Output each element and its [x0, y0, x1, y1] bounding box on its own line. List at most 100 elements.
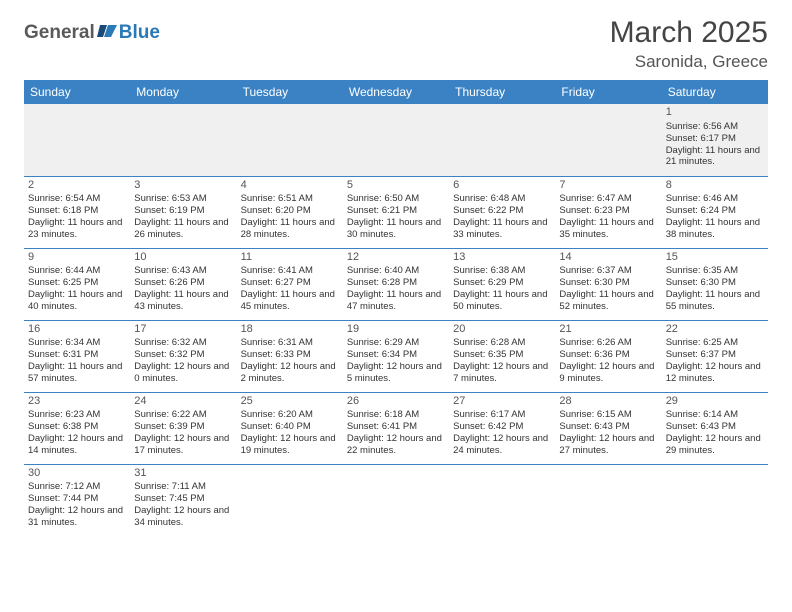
daylight-line: Daylight: 11 hours and 47 minutes. — [347, 289, 445, 313]
day-number: 1 — [666, 106, 764, 120]
day-number: 28 — [559, 395, 657, 409]
calendar-row: 23Sunrise: 6:23 AMSunset: 6:38 PMDayligh… — [24, 392, 768, 464]
day-number: 13 — [453, 251, 551, 265]
calendar-cell: 13Sunrise: 6:38 AMSunset: 6:29 PMDayligh… — [449, 248, 555, 320]
sunrise-line: Sunrise: 6:51 AM — [241, 193, 339, 205]
calendar-cell: 6Sunrise: 6:48 AMSunset: 6:22 PMDaylight… — [449, 176, 555, 248]
sunset-line: Sunset: 6:35 PM — [453, 349, 551, 361]
calendar-cell: 1Sunrise: 6:56 AMSunset: 6:17 PMDaylight… — [662, 104, 768, 176]
calendar-cell: 3Sunrise: 6:53 AMSunset: 6:19 PMDaylight… — [130, 176, 236, 248]
day-number: 10 — [134, 251, 232, 265]
logo: General Blue — [24, 22, 160, 44]
sunrise-line: Sunrise: 6:23 AM — [28, 409, 126, 421]
sunset-line: Sunset: 6:41 PM — [347, 421, 445, 433]
calendar-cell: 28Sunrise: 6:15 AMSunset: 6:43 PMDayligh… — [555, 392, 661, 464]
sunset-line: Sunset: 6:39 PM — [134, 421, 232, 433]
sunset-line: Sunset: 6:26 PM — [134, 277, 232, 289]
calendar-cell: 21Sunrise: 6:26 AMSunset: 6:36 PMDayligh… — [555, 320, 661, 392]
calendar-row: 9Sunrise: 6:44 AMSunset: 6:25 PMDaylight… — [24, 248, 768, 320]
calendar-cell — [343, 104, 449, 176]
daylight-line: Daylight: 11 hours and 55 minutes. — [666, 289, 764, 313]
day-number: 25 — [241, 395, 339, 409]
weekday-header-row: SundayMondayTuesdayWednesdayThursdayFrid… — [24, 80, 768, 104]
daylight-line: Daylight: 11 hours and 28 minutes. — [241, 217, 339, 241]
sunset-line: Sunset: 7:45 PM — [134, 493, 232, 505]
sunrise-line: Sunrise: 6:44 AM — [28, 265, 126, 277]
daylight-line: Daylight: 12 hours and 27 minutes. — [559, 433, 657, 457]
sunset-line: Sunset: 6:22 PM — [453, 205, 551, 217]
sunrise-line: Sunrise: 6:26 AM — [559, 337, 657, 349]
calendar-cell: 23Sunrise: 6:23 AMSunset: 6:38 PMDayligh… — [24, 392, 130, 464]
logo-text-1: General — [24, 22, 95, 44]
daylight-line: Daylight: 12 hours and 19 minutes. — [241, 433, 339, 457]
day-number: 21 — [559, 323, 657, 337]
sunrise-line: Sunrise: 7:11 AM — [134, 481, 232, 493]
sunrise-line: Sunrise: 6:17 AM — [453, 409, 551, 421]
sunset-line: Sunset: 6:28 PM — [347, 277, 445, 289]
sunrise-line: Sunrise: 6:56 AM — [666, 121, 764, 133]
daylight-line: Daylight: 12 hours and 14 minutes. — [28, 433, 126, 457]
day-number: 31 — [134, 467, 232, 481]
sunset-line: Sunset: 6:30 PM — [559, 277, 657, 289]
calendar-cell: 12Sunrise: 6:40 AMSunset: 6:28 PMDayligh… — [343, 248, 449, 320]
location: Saronida, Greece — [610, 52, 768, 72]
daylight-line: Daylight: 11 hours and 26 minutes. — [134, 217, 232, 241]
daylight-line: Daylight: 11 hours and 45 minutes. — [241, 289, 339, 313]
calendar-cell — [555, 104, 661, 176]
daylight-line: Daylight: 11 hours and 52 minutes. — [559, 289, 657, 313]
sunrise-line: Sunrise: 6:43 AM — [134, 265, 232, 277]
calendar-cell — [24, 104, 130, 176]
sunset-line: Sunset: 6:32 PM — [134, 349, 232, 361]
calendar-cell: 27Sunrise: 6:17 AMSunset: 6:42 PMDayligh… — [449, 392, 555, 464]
day-number: 17 — [134, 323, 232, 337]
daylight-line: Daylight: 11 hours and 35 minutes. — [559, 217, 657, 241]
calendar-cell: 22Sunrise: 6:25 AMSunset: 6:37 PMDayligh… — [662, 320, 768, 392]
sunset-line: Sunset: 6:33 PM — [241, 349, 339, 361]
calendar-cell: 19Sunrise: 6:29 AMSunset: 6:34 PMDayligh… — [343, 320, 449, 392]
calendar-cell — [449, 464, 555, 536]
calendar-cell: 5Sunrise: 6:50 AMSunset: 6:21 PMDaylight… — [343, 176, 449, 248]
sunset-line: Sunset: 6:43 PM — [666, 421, 764, 433]
sunset-line: Sunset: 6:21 PM — [347, 205, 445, 217]
sunset-line: Sunset: 6:20 PM — [241, 205, 339, 217]
daylight-line: Daylight: 11 hours and 43 minutes. — [134, 289, 232, 313]
sunset-line: Sunset: 6:43 PM — [559, 421, 657, 433]
day-number: 26 — [347, 395, 445, 409]
daylight-line: Daylight: 12 hours and 17 minutes. — [134, 433, 232, 457]
day-number: 6 — [453, 179, 551, 193]
sunrise-line: Sunrise: 6:29 AM — [347, 337, 445, 349]
calendar-cell — [130, 104, 236, 176]
calendar-cell: 4Sunrise: 6:51 AMSunset: 6:20 PMDaylight… — [237, 176, 343, 248]
weekday-header: Thursday — [449, 80, 555, 104]
weekday-header: Wednesday — [343, 80, 449, 104]
sunrise-line: Sunrise: 6:40 AM — [347, 265, 445, 277]
daylight-line: Daylight: 12 hours and 9 minutes. — [559, 361, 657, 385]
sunrise-line: Sunrise: 6:28 AM — [453, 337, 551, 349]
daylight-line: Daylight: 11 hours and 33 minutes. — [453, 217, 551, 241]
sunrise-line: Sunrise: 6:22 AM — [134, 409, 232, 421]
day-number: 24 — [134, 395, 232, 409]
sunset-line: Sunset: 6:17 PM — [666, 133, 764, 145]
calendar-body: 1Sunrise: 6:56 AMSunset: 6:17 PM Daylight… — [24, 104, 768, 536]
calendar-cell — [449, 104, 555, 176]
daylight-line: Daylight: 12 hours and 2 minutes. — [241, 361, 339, 385]
sunrise-line: Sunrise: 6:25 AM — [666, 337, 764, 349]
day-number: 9 — [28, 251, 126, 265]
calendar-row: 16Sunrise: 6:34 AMSunset: 6:31 PMDayligh… — [24, 320, 768, 392]
calendar-row: 1Sunrise: 6:56 AMSunset: 6:17 PMDaylight… — [24, 104, 768, 176]
day-number: 16 — [28, 323, 126, 337]
calendar-cell: 8Sunrise: 6:46 AMSunset: 6:24 PMDaylight… — [662, 176, 768, 248]
sunset-line: Sunset: 6:40 PM — [241, 421, 339, 433]
day-number: 3 — [134, 179, 232, 193]
daylight-line: Daylight: 11 hours and 50 minutes. — [453, 289, 551, 313]
day-number: 18 — [241, 323, 339, 337]
calendar-cell: 26Sunrise: 6:18 AMSunset: 6:41 PMDayligh… — [343, 392, 449, 464]
sunrise-line: Sunrise: 6:47 AM — [559, 193, 657, 205]
sunrise-line: Sunrise: 6:41 AM — [241, 265, 339, 277]
sunrise-line: Sunrise: 6:34 AM — [28, 337, 126, 349]
flag-icon — [97, 23, 119, 44]
calendar-cell — [237, 464, 343, 536]
day-number: 29 — [666, 395, 764, 409]
day-number: 11 — [241, 251, 339, 265]
sunrise-line: Sunrise: 6:50 AM — [347, 193, 445, 205]
